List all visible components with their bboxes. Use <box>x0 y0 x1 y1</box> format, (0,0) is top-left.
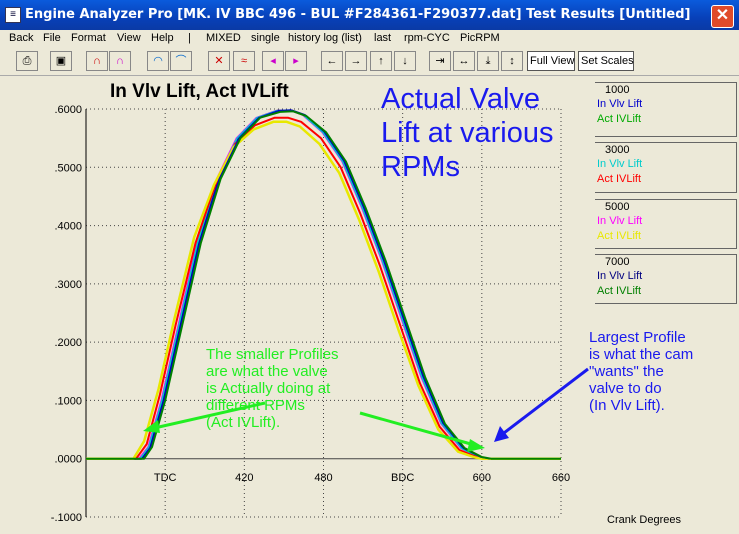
arrow-head-left <box>143 420 160 433</box>
legend-3000: 3000 In Vlv Lift Act IVLift <box>595 142 737 193</box>
menu-bar: Back File Format View Help | MIXED singl… <box>0 30 739 48</box>
annotation-arrows <box>143 367 589 452</box>
menu-rpm-cyc[interactable]: rpm-CYC <box>404 32 450 44</box>
plot-area: In Vlv Lift, Act IVLift Crank Degrees .6… <box>0 76 739 534</box>
menu-view[interactable]: View <box>117 32 141 44</box>
lift-chart: In Vlv Lift, Act IVLift Crank Degrees .6… <box>51 81 682 526</box>
window-title: Engine Analyzer Pro [MK. IV BBC 496 - BU… <box>25 7 691 22</box>
menu-file[interactable]: File <box>43 32 61 44</box>
menu-picrpm[interactable]: PicRPM <box>460 32 500 44</box>
menu-history-log[interactable]: history log (list) <box>288 32 362 44</box>
full-view-button[interactable]: Full View <box>527 51 575 71</box>
series-line <box>86 116 561 460</box>
close-button[interactable]: ✕ <box>711 5 734 28</box>
annotation-smaller-profiles: The smaller Profiles are what the valve … <box>206 346 339 431</box>
right-icon[interactable]: → <box>345 51 367 71</box>
set-scales-button[interactable]: Set Scales <box>578 51 634 71</box>
y-tick-label: .3000 <box>54 279 82 291</box>
x-tick-label: BDC <box>391 472 414 484</box>
menu-mixed[interactable]: MIXED <box>206 32 241 44</box>
curve-compare-icon[interactable]: ∩ <box>109 51 131 71</box>
legend-rpm: 7000 <box>605 256 630 268</box>
legend-rpm: 3000 <box>605 144 630 156</box>
menu-back[interactable]: Back <box>9 32 34 44</box>
legend-series-label: In Vlv Lift <box>597 158 643 170</box>
legend-series-label: Act IVLift <box>597 285 642 297</box>
y-tick-label: .0000 <box>54 454 82 466</box>
x-tick-label: 480 <box>314 472 332 484</box>
y-tick-label: -.1000 <box>51 512 82 524</box>
legend-series-label: Act IVLift <box>597 173 642 185</box>
screen-icon[interactable]: ▣ <box>50 51 72 71</box>
arrow-head-center <box>467 439 485 452</box>
chart-title: In Vlv Lift, Act IVLift <box>110 81 289 102</box>
legend-series-label: Act IVLift <box>597 113 642 125</box>
legend-series-label: In Vlv Lift <box>597 270 643 282</box>
y-tick-label: .6000 <box>54 104 82 116</box>
arrow-head-right <box>494 426 509 442</box>
next-icon[interactable]: ▸ <box>285 51 307 71</box>
arrow-line-left <box>149 401 266 431</box>
menu-separator: | <box>188 32 191 44</box>
annotation-largest-profile: Largest Profile is what the cam "wants" … <box>589 329 694 414</box>
line-icon[interactable]: ⌒ <box>170 51 192 71</box>
up-icon[interactable]: ↑ <box>370 51 392 71</box>
legend-7000: 7000 In Vlv Lift Act IVLift <box>595 254 737 304</box>
expand-v-icon[interactable]: ↕ <box>501 51 523 71</box>
x-tick-label: 420 <box>235 472 253 484</box>
arrow-line-center <box>359 411 479 448</box>
down-icon[interactable]: ↓ <box>394 51 416 71</box>
x-tick-label: TDC <box>154 472 177 484</box>
left-icon[interactable]: ← <box>321 51 343 71</box>
legend-1000: 1000 In Vlv Lift Act IVLift <box>595 82 737 137</box>
x-tick-label: 660 <box>552 472 570 484</box>
legend-5000: 5000 In Vlv Lift Act IVLift <box>595 199 737 249</box>
document-icon[interactable]: ≡ <box>5 7 21 23</box>
print-icon[interactable]: ⎙ <box>16 51 38 71</box>
legend-rpm: 5000 <box>605 201 630 213</box>
x-tick-label: 600 <box>473 472 491 484</box>
y-tick-label: .5000 <box>54 162 82 174</box>
title-bar: ≡ Engine Analyzer Pro [MK. IV BBC 496 - … <box>0 0 739 30</box>
menu-format[interactable]: Format <box>71 32 106 44</box>
annotation-actual-lift: Actual Valve Lift at various RPMs <box>381 83 554 183</box>
arrow-line-right <box>499 367 589 438</box>
expand-h-icon[interactable]: ↔ <box>453 51 475 71</box>
legend-series-label: In Vlv Lift <box>597 98 643 110</box>
y-tick-label: .4000 <box>54 221 82 233</box>
y-tick-label: .2000 <box>54 337 82 349</box>
multi-curve-icon[interactable]: ≈ <box>233 51 255 71</box>
y-tick-label: .1000 <box>54 395 82 407</box>
compress-h-icon[interactable]: ⇥ <box>429 51 451 71</box>
legend-series-label: In Vlv Lift <box>597 215 643 227</box>
x-axis-label: Crank Degrees <box>607 514 681 526</box>
series-line <box>86 110 561 460</box>
menu-last[interactable]: last <box>374 32 392 44</box>
legend-rpm: 1000 <box>605 84 630 96</box>
toolbar: ⎙ ▣ ∩ ∩ ◠ ⌒ ✕ ≈ ◂ ▸ ← → ↑ ↓ ⇥ ↔ ⤓ ↕ Full… <box>0 48 739 76</box>
cross-icon[interactable]: ✕ <box>208 51 230 71</box>
prev-icon[interactable]: ◂ <box>262 51 284 71</box>
compress-v-icon[interactable]: ⤓ <box>477 51 499 71</box>
area-icon[interactable]: ◠ <box>147 51 169 71</box>
legend-series-label: Act IVLift <box>597 230 642 242</box>
menu-help[interactable]: Help <box>151 32 174 44</box>
menu-single[interactable]: single <box>251 32 280 44</box>
curve-icon[interactable]: ∩ <box>86 51 108 71</box>
